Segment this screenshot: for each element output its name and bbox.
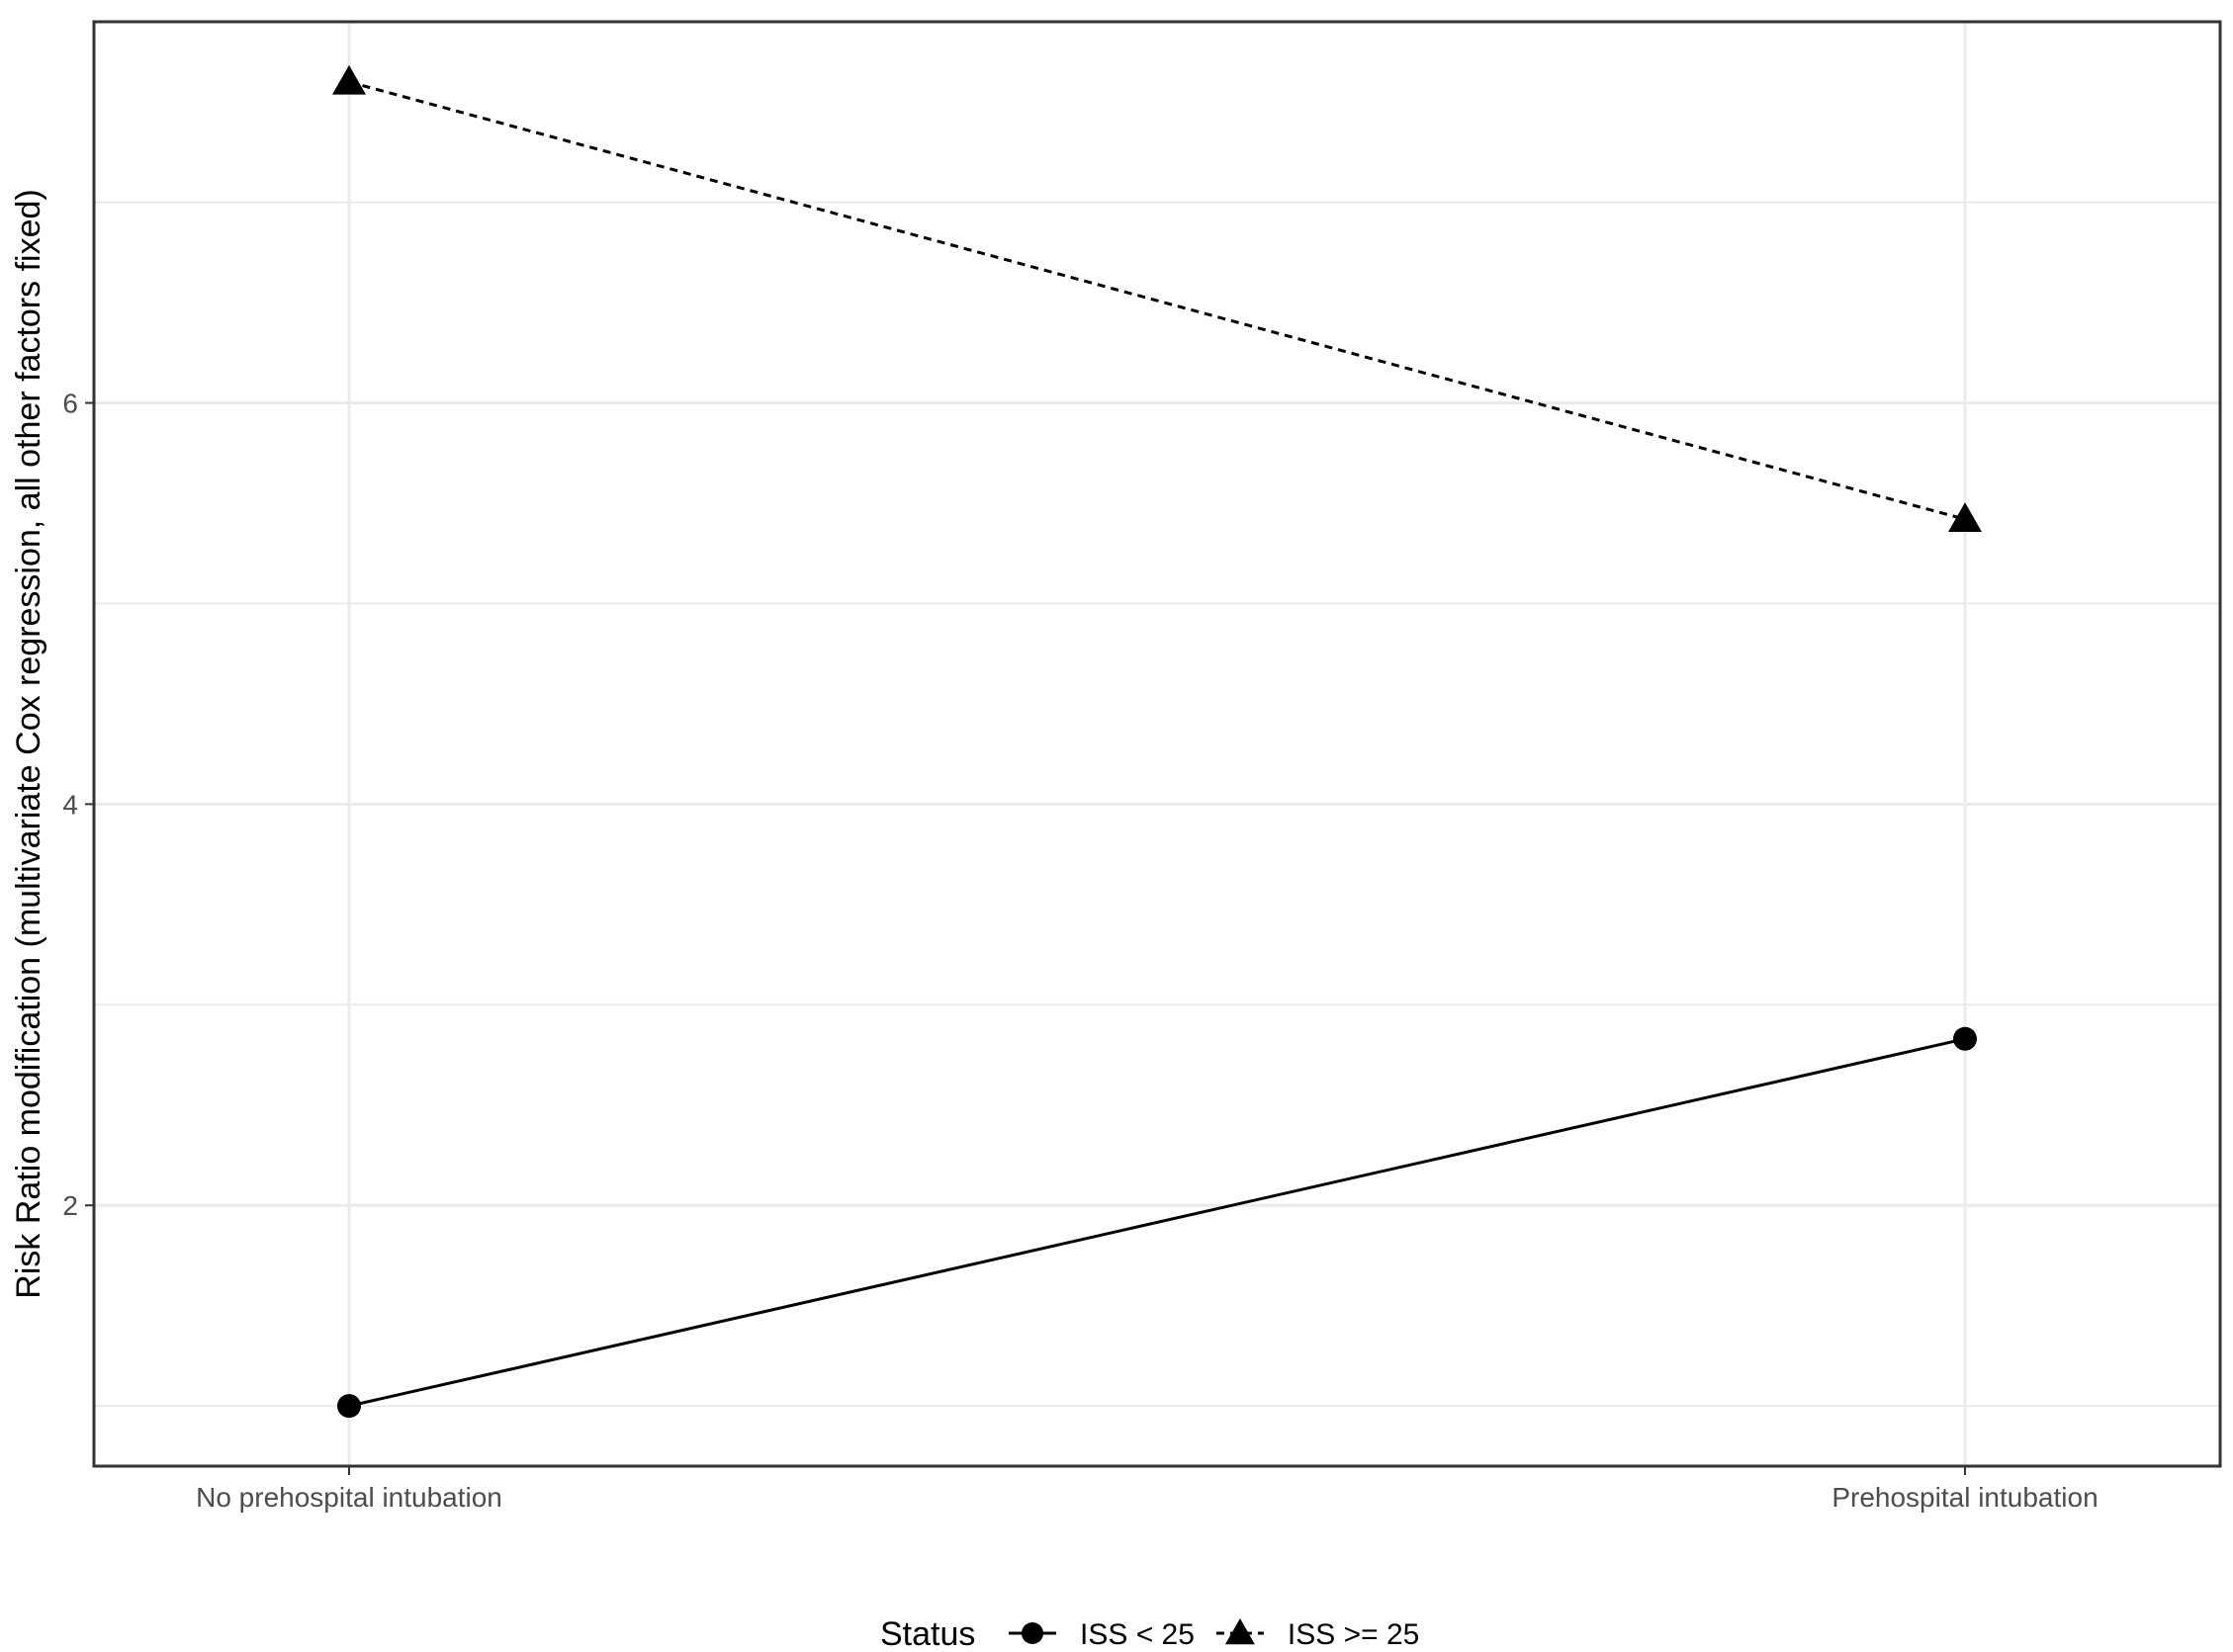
data-point-circle <box>1953 1026 1977 1051</box>
legend-label: ISS < 25 <box>1080 1618 1195 1651</box>
series-line <box>348 80 1966 521</box>
legend-label: ISS >= 25 <box>1288 1618 1419 1651</box>
data-point-circle <box>337 1394 361 1419</box>
series-layer <box>332 64 1982 1419</box>
series-2 <box>332 64 1982 532</box>
legend-key-triangle <box>1224 1618 1255 1645</box>
legend: Status ISS < 25 ISS >= 25 <box>880 1615 1419 1652</box>
y-axis-title: Risk Ratio modification (multivariate Co… <box>10 189 47 1298</box>
series-line <box>348 1037 1966 1408</box>
y-tick-label: 4 <box>62 789 78 820</box>
plot-panel-border <box>92 20 2222 1468</box>
data-point-triangle <box>1948 502 1982 532</box>
grid-lines <box>94 22 2220 1466</box>
legend-title: Status <box>880 1615 975 1652</box>
legend-item: ISS < 25 <box>1009 1618 1195 1651</box>
data-point-triangle <box>332 64 366 95</box>
y-tick-label: 2 <box>62 1190 78 1221</box>
series-1 <box>337 1026 1977 1419</box>
legend-key-circle <box>1022 1622 1043 1644</box>
x-tick-label: Prehospital intubation <box>1831 1482 2098 1513</box>
axes: 2 4 6 No prehospital intubation Prehospital … <box>62 389 2098 1513</box>
legend-item: ISS >= 25 <box>1215 1618 1419 1651</box>
x-tick-label: No prehospital intubation <box>196 1482 502 1513</box>
y-tick-label: 6 <box>62 389 78 419</box>
